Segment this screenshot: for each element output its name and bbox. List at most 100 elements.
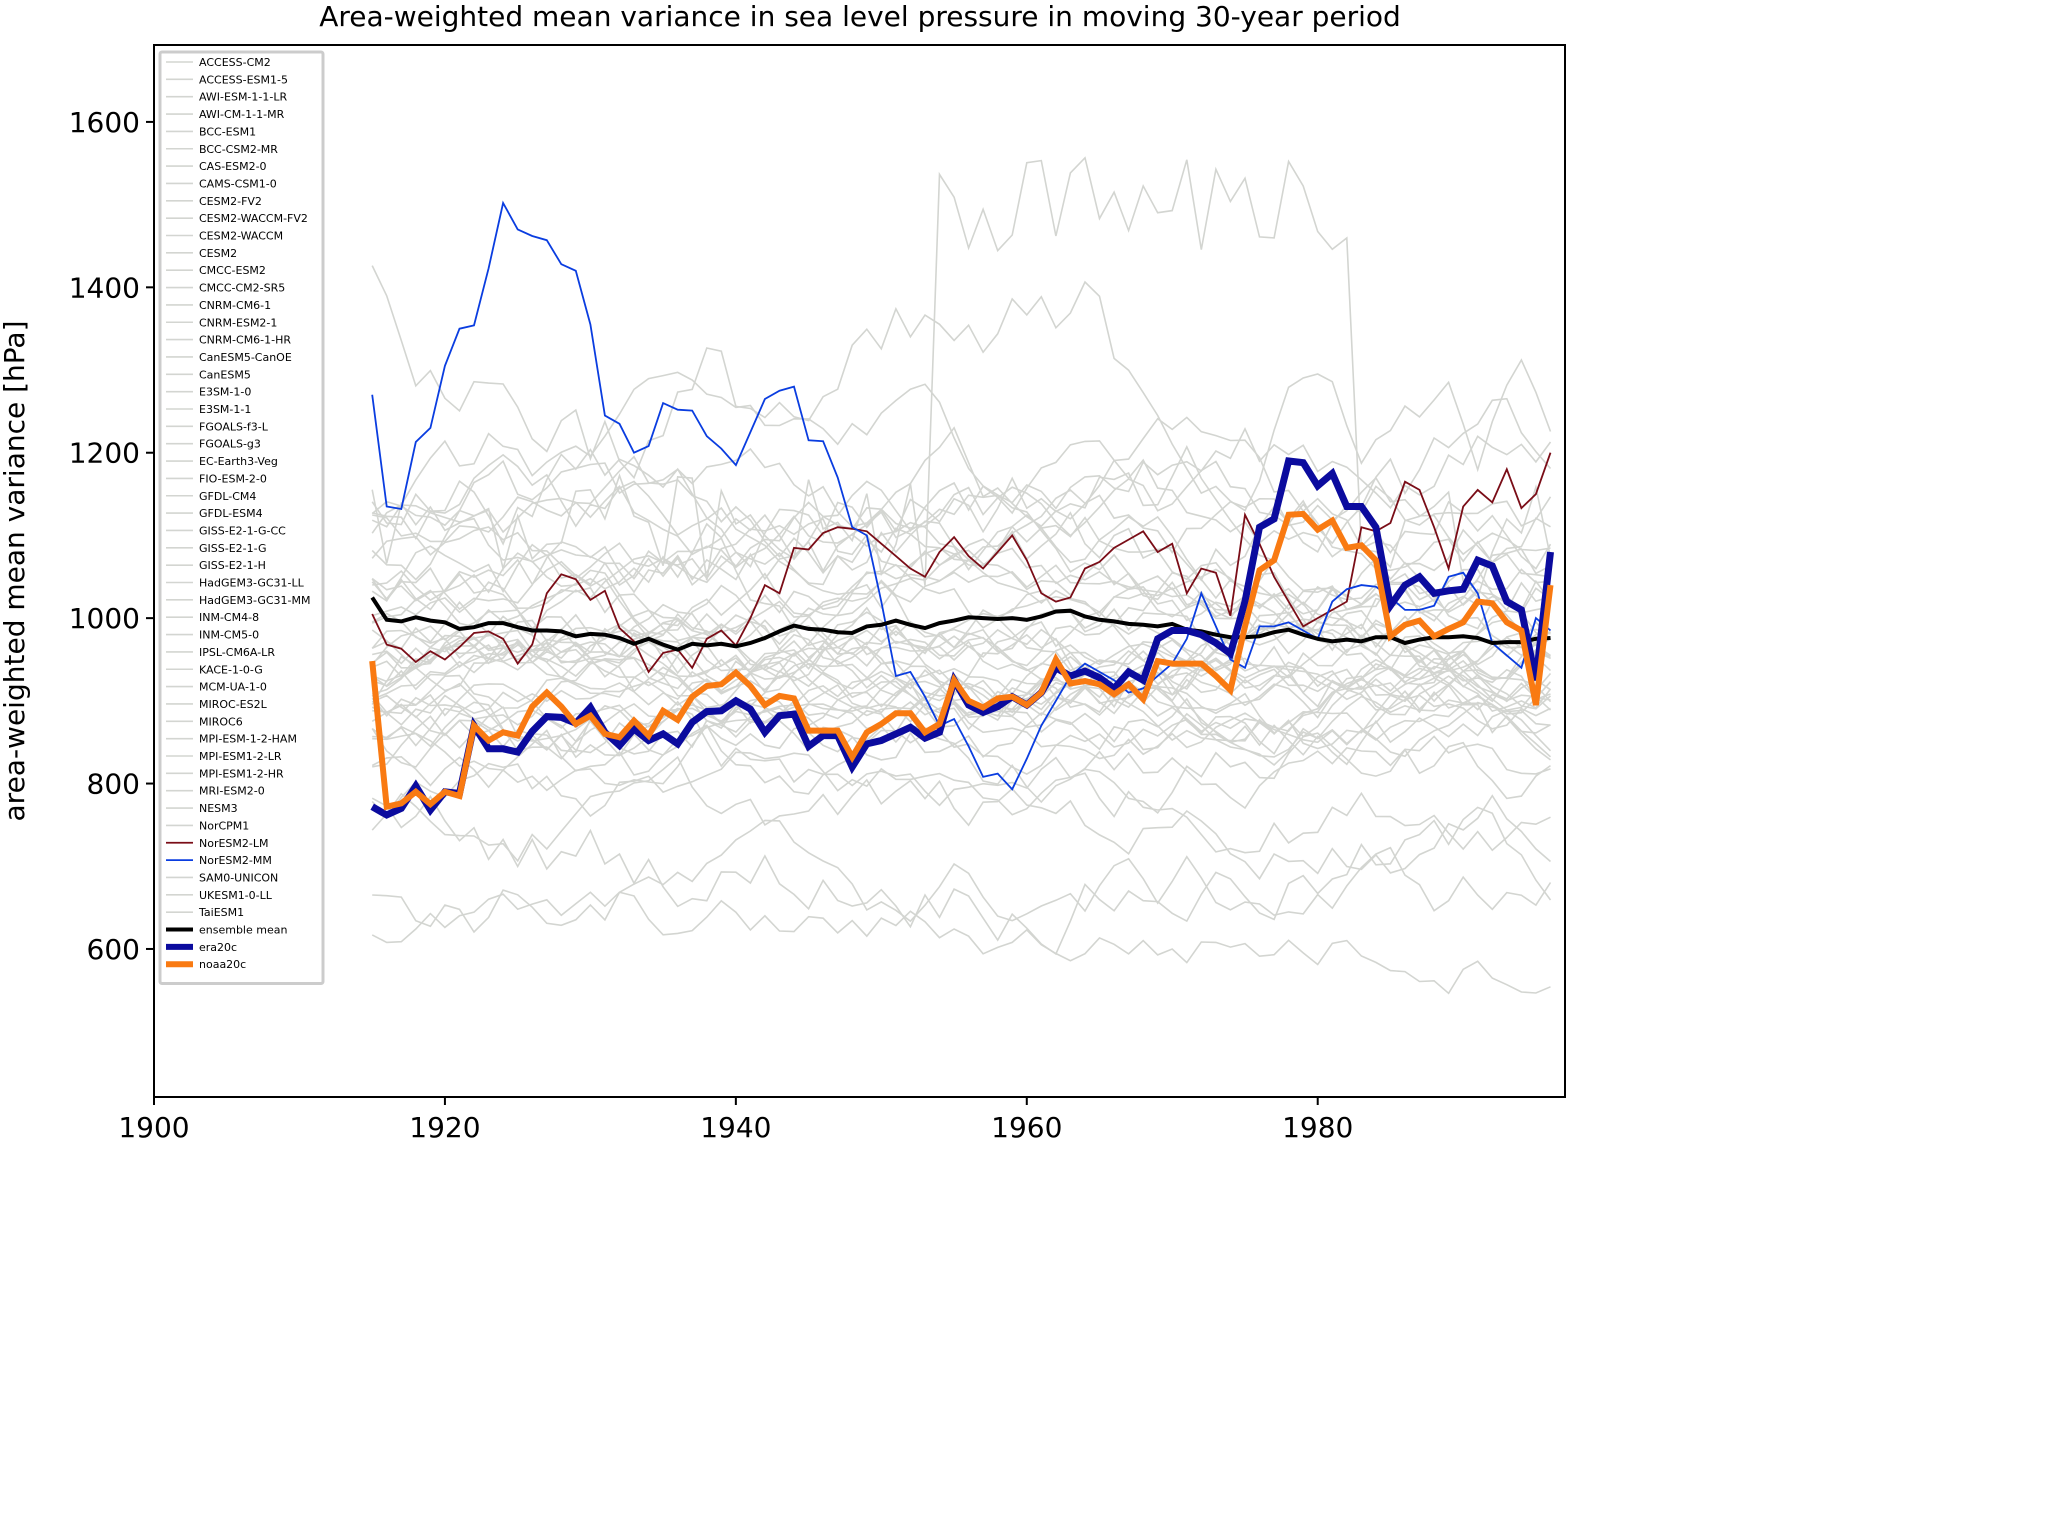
legend-label-nesm3: NESM3 (199, 802, 238, 815)
series-line-cesm2 (371, 612, 1551, 686)
legend-label-cnrm-esm2-1: CNRM-ESM2-1 (199, 316, 277, 329)
legend-label-inm-cm5-0: INM-CM5-0 (199, 629, 259, 642)
plot-area (369, 156, 1554, 995)
series-line-cnrm-cm6-1-hr (371, 568, 1551, 683)
series-line-ipsl-cm6a-lr (372, 559, 1552, 665)
series-line-fio-esm-2-0 (371, 494, 1551, 630)
legend-label-miroc6: MIROC6 (199, 715, 243, 728)
series-line-nesm3 (371, 156, 1552, 599)
legend-label-bcc-csm2-mr: BCC-CSM2-MR (199, 143, 278, 156)
legend-label-e3sm-1-1: E3SM-1-1 (199, 403, 251, 416)
legend-label-cesm2-waccm-fv2: CESM2-WACCM-FV2 (199, 212, 308, 225)
legend-label-e3sm-1-0: E3SM-1-0 (199, 386, 251, 399)
x-tick-label: 1900 (118, 1111, 189, 1144)
legend-label-giss-e2-1-h: GISS-E2-1-H (199, 559, 266, 572)
legend-label-giss-e2-1-g: GISS-E2-1-G (199, 542, 267, 555)
legend-label-canesm5-canoe: CanESM5-CanOE (199, 351, 292, 364)
series-line-miroc6 (372, 819, 1552, 934)
legend-label-cesm2: CESM2 (199, 247, 237, 260)
x-tick-label: 1960 (991, 1111, 1062, 1144)
legend-label-sam0-unicon: SAM0-UNICON (199, 871, 278, 884)
legend-label-cmcc-esm2: CMCC-ESM2 (199, 264, 266, 277)
y-tick-label: 1600 (69, 106, 140, 139)
legend-label-era20c: era20c (199, 941, 237, 954)
series-line-sam0-unicon (371, 606, 1552, 755)
legend-label-cnrm-cm6-1: CNRM-CM6-1 (199, 299, 271, 312)
series-line-mcm-ua-1-0 (371, 795, 1552, 956)
legend-label-gfdl-esm4: GFDL-ESM4 (199, 507, 263, 520)
chart-title: Area-weighted mean variance in sea level… (319, 0, 1401, 33)
series-line-canesm5-canoe (371, 371, 1552, 528)
series-line-noresm2-lm (371, 452, 1552, 674)
legend-label-mpi-esm1-2-hr: MPI-ESM1-2-HR (199, 767, 284, 780)
legend-label-canesm5: CanESM5 (199, 368, 251, 381)
legend-label-mpi-esm1-2-lr: MPI-ESM1-2-LR (199, 750, 282, 763)
legend-label-kace-1-0-g: KACE-1-0-G (199, 663, 263, 676)
legend-label-fio-esm-2-0: FIO-ESM-2-0 (199, 472, 267, 485)
series-line-norcpm1 (371, 606, 1551, 699)
legend-label-access-esm1-5: ACCESS-ESM1-5 (199, 73, 288, 86)
y-tick-label: 1400 (69, 271, 140, 304)
series-line-noaa20c (369, 510, 1554, 811)
series-line-bcc-csm2-mr (372, 455, 1551, 578)
y-tick-label: 1200 (69, 437, 140, 470)
legend-label-giss-e2-1-g-cc: GISS-E2-1-G-CC (199, 524, 286, 537)
legend-label-ec-earth3-veg: EC-Earth3-Veg (199, 455, 278, 468)
legend-label-noresm2-lm: NorESM2-LM (199, 837, 269, 850)
series-line-cesm2-waccm-fv2 (371, 569, 1551, 679)
series-line-canesm5 (371, 397, 1552, 569)
legend-label-ipsl-cm6a-lr: IPSL-CM6A-LR (199, 646, 275, 659)
legend-label-cnrm-cm6-1-hr: CNRM-CM6-1-HR (199, 334, 291, 347)
legend-label-cas-esm2-0: CAS-ESM2-0 (199, 160, 267, 173)
series-line-giss-e2-1-g-cc (371, 670, 1552, 766)
legend-label-cmcc-cm2-sr5: CMCC-CM2-SR5 (199, 282, 285, 295)
legend-label-bcc-esm1: BCC-ESM1 (199, 125, 256, 138)
series-line-cesm2-fv2 (371, 537, 1552, 673)
series-line-hadgem3-gc31-ll (371, 460, 1551, 568)
y-tick-label: 1000 (69, 602, 140, 635)
legend-label-mri-esm2-0: MRI-ESM2-0 (199, 785, 265, 798)
y-axis-label: area-weighted mean variance [hPa] (0, 321, 31, 822)
legend-label-hadgem3-gc31-ll: HadGEM3-GC31-LL (199, 577, 305, 590)
legend-label-taiesm1: TaiESM1 (198, 906, 244, 919)
series-line-e3sm-1-1 (371, 641, 1551, 730)
x-tick-label: 1920 (409, 1111, 480, 1144)
legend-label-cesm2-fv2: CESM2-FV2 (199, 195, 262, 208)
series-line-miroc-es2l (371, 891, 1551, 995)
series-line-ensemble-mean (370, 596, 1551, 652)
legend-box (158, 50, 325, 986)
legend-label-miroc-es2l: MIROC-ES2L (199, 698, 268, 711)
legend-label-cesm2-waccm: CESM2-WACCM (199, 230, 283, 243)
series-line-fgoals-g3 (371, 706, 1551, 815)
series-line-inm-cm4-8 (371, 724, 1551, 810)
legend-label-norcpm1: NorCPM1 (199, 819, 249, 832)
legend-label-hadgem3-gc31-mm: HadGEM3-GC31-MM (199, 594, 310, 607)
legend-label-gfdl-cm4: GFDL-CM4 (199, 490, 256, 503)
y-tick-label: 600 (87, 933, 140, 966)
series-line-inm-cm5-0 (371, 751, 1551, 854)
series-line-giss-e2-1-h (371, 633, 1552, 766)
axes: 1900 1920 1940 1960 1980 600 800 1000 1200 1400 16… (69, 44, 1566, 1144)
legend-label-awi-cm-1-1-mr: AWI-CM-1-1-MR (199, 108, 285, 121)
series-line-mri-esm2-0 (371, 547, 1551, 639)
series-line-taiesm1 (371, 755, 1552, 881)
legend-label-mcm-ua-1-0: MCM-UA-1-0 (199, 681, 267, 694)
legend-label-fgoals-f3-l: FGOALS-f3-L (199, 420, 269, 433)
series-line-mpi-esm1-2-lr (371, 600, 1551, 701)
y-tick-label: 800 (87, 768, 140, 801)
series-line-ukesm1-0-ll (371, 416, 1552, 581)
chart: Area-weighted mean variance in sea level… (0, 0, 1566, 1144)
legend-label-ukesm1-0-ll: UKESM1-0-LL (199, 889, 273, 902)
x-tick-label: 1980 (1282, 1111, 1353, 1144)
legend-label-ensemble-mean: ensemble mean (199, 924, 287, 937)
legend-label-awi-esm-1-1-lr: AWI-ESM-1-1-LR (199, 91, 287, 104)
legend-label-mpi-esm-1-2-ham: MPI-ESM-1-2-HAM (199, 733, 297, 746)
legend-label-fgoals-g3: FGOALS-g3 (199, 438, 261, 451)
legend-label-inm-cm4-8: INM-CM4-8 (199, 611, 259, 624)
series-line-noresm2-mm (371, 200, 1552, 791)
legend-label-noaa20c: noaa20c (199, 958, 246, 971)
legend-label-noresm2-mm: NorESM2-MM (199, 854, 272, 867)
plot-frame (153, 44, 1566, 1098)
legend-label-access-cm2: ACCESS-CM2 (199, 56, 271, 69)
legend: ACCESS-CM2 ACCESS-ESM1-5 AWI-ESM-1-1-LR AWI… (158, 50, 325, 986)
